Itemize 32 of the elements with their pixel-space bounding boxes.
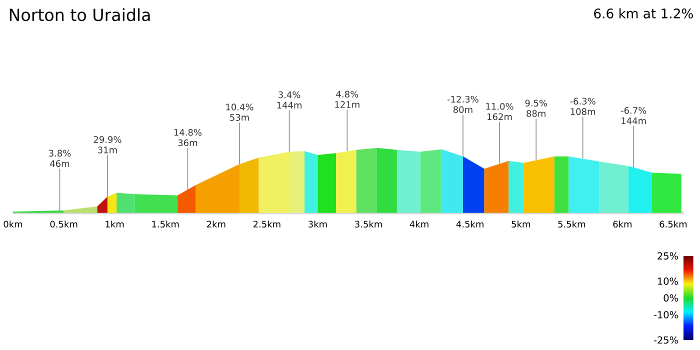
annotation: 3.4% 144m [277,91,302,108]
x-tick-label: 3km [308,220,327,228]
annotation: 14.8% 36m [174,129,202,146]
x-tick-label: 6.5km [660,220,687,228]
x-tick-label: 2km [206,220,226,228]
x-tick-label: 5km [512,220,530,228]
annotation: -12.3% 80m [447,96,478,114]
x-tick-label: 0.5km [50,220,78,228]
x-tick-label: 5.5km [558,220,586,228]
annotation: 9.5% 88m [525,100,548,117]
x-tick-label: 6km [613,220,632,228]
chart-title: Norton to Uraidla [10,8,150,22]
x-tick-label: 3.5km [355,220,382,228]
color-bar-label: 25% [658,252,678,260]
annotation: 29.9% 31m [94,136,122,154]
annotation: 4.8% 121m [335,90,360,108]
x-tick-label: 2.5km [253,220,280,228]
color-bar-label: 10% [658,278,678,285]
x-tick-label: 1km [106,220,124,228]
color-bar-label: 0% [664,294,678,302]
annotation: -6.3% 108m [570,98,596,115]
x-tick-label: 1.5km [152,220,179,228]
annotation: 10.4% 53m [226,104,254,121]
color-bar-label: -25% [654,336,678,344]
x-tick-label: 0km [4,220,22,228]
chart-subtitle: 6.6 km at 1.2% [594,8,693,18]
color-bar-label: -10% [654,311,678,318]
annotation: -6.7% 144m [621,107,646,124]
x-tick-label: 4.5km [456,220,484,228]
x-tick-label: 4km [410,220,428,228]
annotation: 11.0% 162m [486,102,514,120]
annotation: 3.8% 46m [49,150,71,167]
